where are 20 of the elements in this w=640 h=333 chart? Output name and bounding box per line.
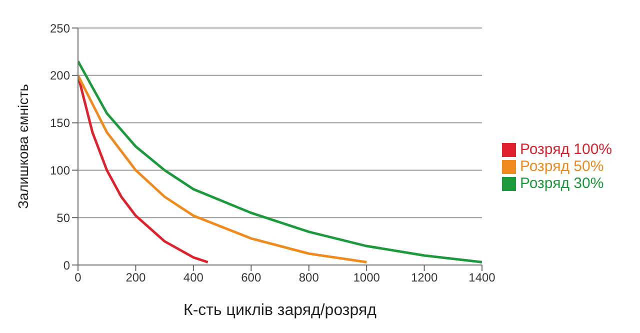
y-tick-label: 100	[50, 163, 70, 178]
y-tick-label: 200	[50, 68, 70, 83]
x-tick-label: 200	[126, 270, 146, 285]
x-tick-label: 600	[241, 270, 262, 285]
y-tick-label: 0	[63, 258, 70, 272]
x-axis-title: К-сть циклів заряд/розряд	[184, 302, 378, 319]
x-tick-label: 400	[183, 270, 204, 285]
legend-label: Розряд 50%	[520, 158, 604, 175]
x-tick-label: 0	[74, 270, 82, 285]
x-tick-label: 800	[298, 270, 320, 285]
y-tick-label: 250	[50, 21, 70, 36]
legend-label: Розряд 100%	[520, 141, 612, 158]
x-tick-label: 1200	[410, 270, 438, 285]
y-tick-label: 150	[50, 116, 70, 130]
y-tick-label: 50	[56, 210, 70, 225]
x-tick-label: 1400	[468, 270, 496, 285]
y-axis-title: Залишкова ємність	[14, 84, 31, 209]
line-series	[78, 74, 368, 264]
legend-label: Розряд 30%	[520, 175, 604, 192]
x-tick-label: 1000	[353, 270, 380, 285]
